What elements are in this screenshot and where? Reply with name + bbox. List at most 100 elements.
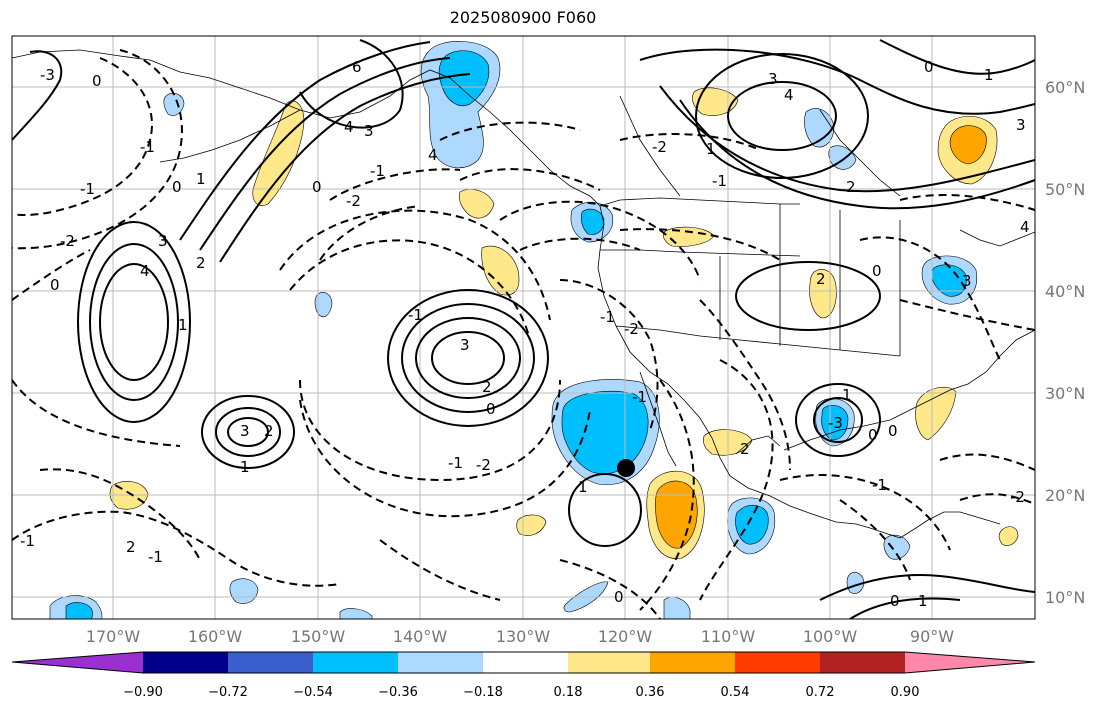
contour-label: 1 [984, 66, 994, 84]
contour-label: -2 [476, 456, 491, 474]
colorbar-tick-label: 0.54 [721, 685, 750, 700]
lat-label: 40°N [1045, 282, 1085, 301]
colorbar-segment [820, 652, 905, 673]
colorbar-tick-label: 0.36 [636, 685, 665, 700]
shade-yellow-caribbean [998, 526, 1019, 546]
contour-label: 0 [312, 178, 322, 196]
contour-label: 2 [846, 178, 856, 196]
shade-yellow-small-south [516, 514, 547, 536]
contour-label: -1 [600, 308, 615, 326]
lat-label: 20°N [1045, 486, 1085, 505]
lon-label: 170°W [86, 627, 141, 646]
lat-label: 30°N [1045, 384, 1085, 403]
lon-label: 90°W [910, 627, 954, 646]
colorbar-segment [313, 652, 398, 673]
contour-label: -2 [346, 192, 361, 210]
lon-label: 130°W [496, 627, 551, 646]
contour-label: 1 [240, 458, 250, 476]
contour-label: 3 [962, 272, 972, 290]
contour-label: 0 [614, 588, 624, 606]
contour-label: -1 [448, 454, 463, 472]
colorbar-extend-low [12, 652, 143, 673]
contour-label: -1 [80, 180, 95, 198]
contour-label: -1 [148, 548, 163, 566]
longitude-labels: 170°W 160°W 150°W 140°W 130°W 120°W 110°… [86, 627, 954, 646]
shade-cyan-epac [735, 504, 769, 545]
contours-dashed [12, 49, 1035, 619]
shade-yellow-florida [915, 386, 957, 441]
colorbar-tick-label: −0.90 [123, 685, 163, 700]
contour-label: 4 [428, 146, 438, 164]
colorbar-segment [735, 652, 820, 673]
map-frame [11, 35, 1036, 620]
contour-label: -1 [632, 388, 647, 406]
colorbar-segment [650, 652, 735, 673]
contour-label: 4 [1020, 218, 1030, 236]
contour-label: 2 [482, 378, 492, 396]
colorbar-segment [228, 652, 313, 673]
shade-yellow-canada-mid [692, 87, 739, 116]
colorbar-segment [143, 652, 228, 673]
colorbar-tick-label: −0.18 [463, 685, 503, 700]
contour-label: 2 [196, 254, 206, 272]
lon-label: 160°W [188, 627, 243, 646]
contour-label: -3 [40, 66, 55, 84]
contour-label: 1 [196, 170, 206, 188]
colorbar-tick-label: 0.72 [806, 685, 835, 700]
contour-label: 1 [706, 140, 716, 158]
colorbar-tick-label: −0.36 [378, 685, 418, 700]
shade-yellow-alaska-west [252, 100, 305, 206]
contour-label: -2 [60, 232, 75, 250]
contour-label: 4 [784, 86, 794, 104]
contour-label: -3 [828, 414, 843, 432]
shade-blue-small-8 [339, 608, 373, 619]
colorbar-segment [568, 652, 650, 673]
contours-solid [12, 39, 1035, 619]
lon-label: 140°W [393, 627, 448, 646]
shade-yellow-bc [458, 189, 495, 219]
shade-yellow-idaho [662, 226, 715, 247]
contour-label: 6 [352, 58, 362, 76]
coastlines [12, 49, 1035, 539]
contour-label: 0 [92, 72, 102, 90]
lon-label: 120°W [598, 627, 653, 646]
location-marker [617, 459, 635, 477]
contour-labels: 0 -1 -2 -3 0 1 2 3 4 6 4 3 0 -1 -2 0 -1 … [20, 58, 1030, 610]
map-title: 2025080900 F060 [449, 8, 597, 27]
shade-cyan-washington [580, 208, 605, 235]
shade-blue-small-6 [846, 572, 865, 594]
contour-label: 2 [816, 270, 826, 288]
contour-label: 3 [240, 422, 250, 440]
contour-label: -1 [712, 172, 727, 190]
contour-label: -1 [408, 306, 423, 324]
contour-label: 0 [924, 58, 934, 76]
contour-label: 1 [918, 592, 928, 610]
lat-label: 50°N [1045, 180, 1085, 199]
contour-label: 1 [842, 386, 852, 404]
colorbar-tick-label: −0.72 [208, 685, 248, 700]
colorbar-segment [483, 652, 568, 673]
contour-label: 1 [578, 478, 588, 496]
shade-blue-small-4 [663, 597, 691, 619]
shade-orange-canada-east [949, 125, 987, 165]
contour-label: 4 [344, 118, 354, 136]
shade-blue-hudson [804, 108, 835, 148]
contour-label: 0 [888, 422, 898, 440]
shade-cyan-texas [821, 405, 849, 441]
colorbar-tick-label: 0.18 [554, 685, 583, 700]
shade-blue-small-5 [883, 534, 911, 560]
contour-label: 3 [364, 122, 374, 140]
contour-label: 2 [126, 538, 136, 556]
contour-label: 0 [872, 262, 882, 280]
contour-label: 3 [460, 336, 470, 354]
lon-label: 110°W [701, 627, 756, 646]
lat-label: 10°N [1045, 588, 1085, 607]
contour-label: 0 [868, 426, 878, 444]
contour-label: 4 [140, 262, 150, 280]
colorbar-outline [11, 651, 1036, 674]
shaded-regions [49, 41, 1019, 619]
contour-label: -1 [872, 476, 887, 494]
contour-label: 0 [172, 178, 182, 196]
contour-label: 1 [178, 316, 188, 334]
